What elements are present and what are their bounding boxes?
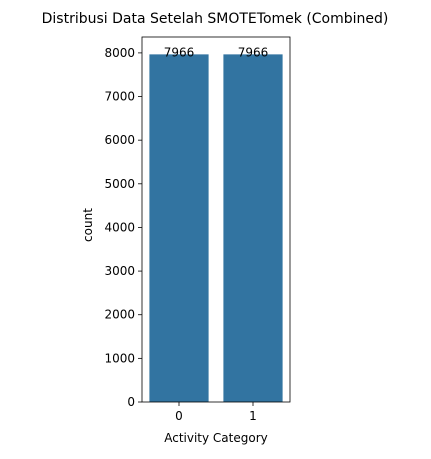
data-label-1: 7966: [238, 45, 269, 59]
y-tick-label-3000: 3000: [104, 264, 135, 278]
y-tick-label-8000: 8000: [104, 46, 135, 60]
bar-1: [223, 54, 283, 403]
x-axis-label: Activity Category: [164, 431, 268, 445]
y-tick-label-1000: 1000: [104, 351, 135, 365]
x-tick-label-0: 0: [175, 409, 183, 423]
data-label-0: 7966: [164, 45, 195, 59]
y-tick-label-0: 0: [127, 395, 135, 409]
bar-0: [149, 54, 209, 403]
y-tick-label-4000: 4000: [104, 220, 135, 234]
y-tick-label-2000: 2000: [104, 308, 135, 322]
plot-area: 7966 0 7966 1 0 1000 2000 3000 4000 5000 6000 7000 8…: [104, 36, 291, 423]
chart-title: Distribusi Data Setelah SMOTETomek (Comb…: [42, 11, 389, 27]
y-tick-label-6000: 6000: [104, 133, 135, 147]
y-axis-label: count: [81, 208, 95, 242]
plot-frame: [141, 36, 291, 403]
x-tick-label-1: 1: [249, 409, 257, 423]
y-tick-label-5000: 5000: [104, 177, 135, 191]
y-tick-label-7000: 7000: [104, 90, 135, 104]
